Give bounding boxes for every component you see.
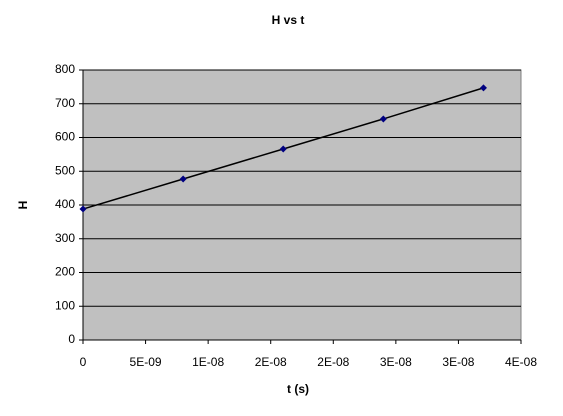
x-tick-label: 2E-08 bbox=[255, 355, 287, 369]
y-tick-label: 600 bbox=[55, 130, 75, 144]
x-tick-label: 5E-09 bbox=[130, 355, 162, 369]
y-axis-label: H bbox=[16, 201, 30, 210]
y-tick-label: 700 bbox=[55, 96, 75, 110]
chart-title: H vs t bbox=[272, 13, 305, 27]
y-tick-label: 200 bbox=[55, 265, 75, 279]
y-tick-label: 500 bbox=[55, 163, 75, 177]
x-tick-label: 4E-08 bbox=[505, 355, 537, 369]
data-point bbox=[379, 115, 387, 123]
y-tick-label: 100 bbox=[55, 298, 75, 312]
x-tick-label: 3E-08 bbox=[380, 355, 412, 369]
y-tick-label: 400 bbox=[55, 197, 75, 211]
x-axis-label: t (s) bbox=[287, 382, 309, 396]
x-tick-label: 3E-08 bbox=[442, 355, 474, 369]
data-point bbox=[179, 175, 187, 183]
data-point bbox=[79, 205, 87, 213]
y-tick-label: 300 bbox=[55, 231, 75, 245]
x-tick-label: 2E-08 bbox=[317, 355, 349, 369]
data-point bbox=[479, 84, 487, 92]
data-point bbox=[279, 145, 287, 153]
x-tick-label: 1E-08 bbox=[192, 355, 224, 369]
y-tick-label: 800 bbox=[55, 62, 75, 76]
y-tick-label: 0 bbox=[68, 332, 75, 346]
x-tick-label: 0 bbox=[80, 355, 87, 369]
